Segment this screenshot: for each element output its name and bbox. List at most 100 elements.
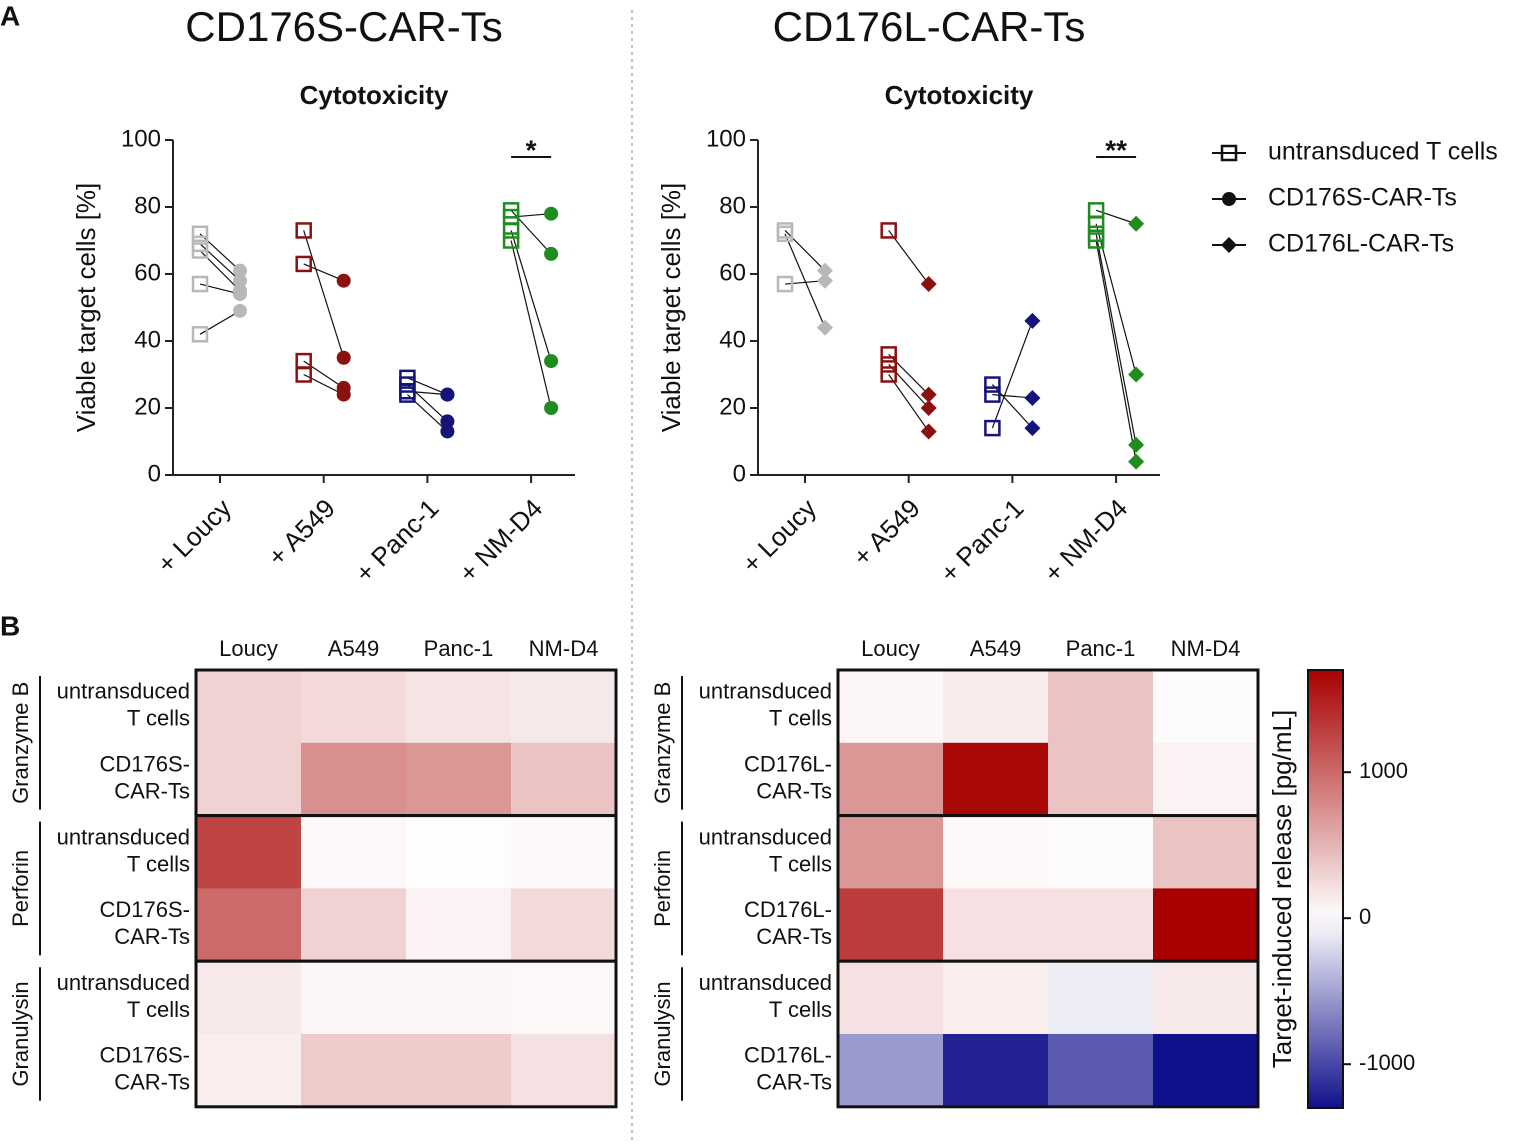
square-marker [295, 255, 312, 273]
y-tick-label: 20 [134, 393, 161, 420]
diamond-marker [1024, 312, 1041, 329]
square-marker [984, 376, 1001, 393]
square-marker [880, 366, 897, 383]
diamond-marker [1128, 215, 1145, 232]
row-label: CD176S- [100, 752, 190, 777]
diamond-marker [920, 276, 937, 293]
row-label: untransduced [699, 679, 832, 704]
group-label: Perforin [650, 850, 675, 927]
heatmap-cell [1153, 888, 1259, 962]
pair-line [1095, 240, 1137, 462]
x-tick-label: + Panc-1 [934, 493, 1029, 588]
heatmap-cell [838, 670, 944, 744]
pair-line [888, 374, 930, 432]
heatmap-cell [301, 815, 407, 889]
heatmap-cell [838, 815, 944, 889]
x-tick-label: + Loucy [151, 493, 237, 579]
x-tick-label: + NM-D4 [1038, 493, 1133, 588]
circle-marker [233, 303, 247, 318]
legend-marker [1220, 144, 1238, 162]
row-label: untransduced [57, 679, 190, 704]
row-label: CAR-Ts [114, 924, 190, 949]
chart-title: Cytotoxicity [300, 80, 449, 110]
pair-line [1095, 223, 1137, 375]
square-marker [191, 225, 209, 243]
heatmap-cell [196, 888, 302, 962]
heatmap-cell [301, 888, 407, 962]
heatmap-cell [511, 815, 617, 889]
x-tick-label: + A549 [262, 493, 341, 572]
heatmap-cell [943, 888, 1049, 962]
y-tick-label: 0 [148, 460, 161, 487]
diamond-marker [920, 400, 937, 416]
heatmap-cell [196, 670, 302, 744]
legend-marker [1222, 192, 1236, 206]
row-label: untransduced [57, 970, 190, 995]
circle-marker [336, 387, 351, 402]
group-label: Granzyme B [8, 682, 33, 804]
diamond-marker [1128, 453, 1145, 470]
heatmap-cell [196, 815, 302, 889]
y-tick-label: 100 [121, 125, 161, 152]
row-label: untransduced [699, 824, 832, 849]
row-label: CAR-Ts [756, 1070, 832, 1095]
panel-label: A [0, 0, 20, 31]
diamond-marker [1024, 420, 1041, 437]
heatmap-cell [838, 1034, 944, 1108]
heatmap-cell [301, 1034, 407, 1108]
diamond-marker [817, 262, 833, 279]
heatmap-cell [511, 888, 617, 962]
circle-marker [544, 354, 559, 369]
diamond-marker [1128, 436, 1145, 453]
square-marker [295, 222, 312, 239]
column-label: Loucy [861, 636, 920, 661]
heatmap-cell [406, 888, 512, 962]
group-label: Granzyme B [650, 682, 675, 804]
heatmap-cell [301, 961, 407, 1035]
heatmap-cell [1048, 742, 1154, 817]
column-label: A549 [328, 636, 379, 661]
y-tick-label: 40 [134, 326, 161, 353]
circle-marker [233, 273, 247, 288]
square-marker [984, 419, 1001, 437]
pair-line [991, 320, 1033, 429]
circle-marker [440, 424, 455, 439]
row-label: CD176S- [100, 897, 190, 922]
heatmap-cell [406, 670, 512, 744]
y-tick-label: 80 [134, 192, 161, 219]
pair-line [1095, 233, 1137, 445]
heatmap-cell [838, 961, 944, 1035]
heatmap-cell [838, 742, 944, 817]
colorbar-tick-label: -1000 [1359, 1050, 1415, 1075]
column-label: NM-D4 [529, 636, 599, 661]
square-marker [880, 346, 897, 363]
heatmap-cell [943, 1034, 1049, 1108]
y-tick-label: 100 [706, 125, 746, 152]
colorbar [1307, 669, 1344, 1109]
row-label: CD176L- [744, 897, 832, 922]
heatmap-cell [406, 815, 512, 889]
square-marker [880, 222, 897, 239]
column-label: Panc-1 [1066, 636, 1136, 661]
circle-marker [336, 350, 351, 365]
row-label: CD176L- [744, 1043, 832, 1068]
circle-marker [440, 387, 455, 402]
chart-heading: CD176L-CAR-Ts [773, 3, 1086, 50]
diamond-marker [817, 272, 833, 289]
square-marker [1087, 215, 1105, 232]
diamond-marker [920, 423, 937, 440]
row-label: CAR-Ts [756, 924, 832, 949]
pair-line [510, 240, 552, 409]
heatmap-cell [196, 961, 302, 1035]
row-label: T cells [127, 997, 190, 1022]
heatmap-cell [406, 961, 512, 1035]
heatmap-cell [406, 742, 512, 817]
row-label: T cells [769, 997, 832, 1022]
group-label: Granulysin [650, 981, 675, 1086]
diamond-marker [1024, 389, 1041, 406]
diamond-marker [1128, 366, 1145, 383]
heatmap-cell [511, 1034, 617, 1108]
legend-label: CD176S-CAR-Ts [1268, 184, 1457, 212]
heatmap-cell [511, 961, 617, 1035]
heatmap-cell [943, 815, 1049, 889]
